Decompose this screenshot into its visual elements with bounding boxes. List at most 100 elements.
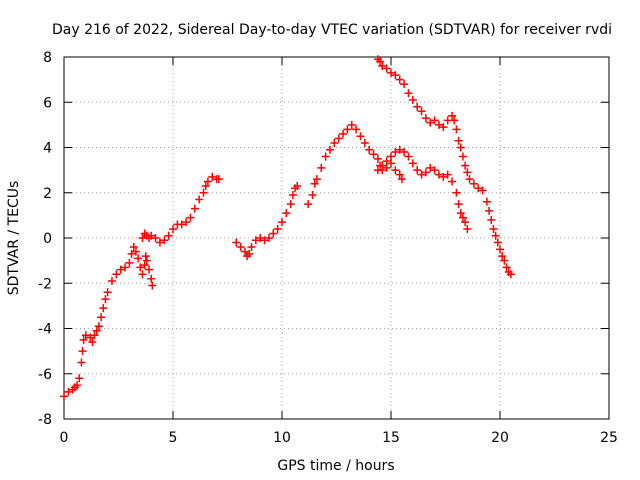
data-point-marker [286, 200, 295, 209]
data-point-marker [426, 163, 435, 172]
data-point-marker [334, 134, 343, 143]
data-point-marker [458, 213, 467, 222]
x-tick-label: 15 [382, 430, 400, 446]
data-point-marker [450, 116, 459, 125]
data-point-marker [356, 132, 365, 141]
data-point-marker [127, 249, 136, 258]
data-point-marker [264, 234, 273, 242]
data-point-marker [94, 322, 103, 331]
data-point-marker [147, 274, 156, 283]
y-tick-label: 2 [43, 186, 52, 202]
data-point-marker [293, 181, 302, 190]
data-point-marker [373, 166, 382, 175]
y-tick-label: -6 [38, 367, 52, 383]
data-series [373, 55, 515, 279]
data-point-marker [330, 138, 339, 147]
data-point-marker [360, 138, 369, 147]
data-point-marker [478, 186, 487, 195]
data-point-marker [493, 238, 502, 247]
data-point-marker [474, 184, 483, 193]
y-tick-label: -2 [38, 276, 52, 292]
data-point-marker [382, 163, 391, 172]
data-point-marker [112, 270, 121, 279]
data-point-marker [142, 256, 151, 265]
data-point-marker [485, 206, 494, 215]
data-point-marker [496, 245, 504, 254]
data-point-marker [107, 276, 116, 285]
data-point-marker [164, 231, 173, 240]
y-tick-label: 4 [43, 141, 52, 157]
data-point-marker [245, 249, 254, 258]
data-point-marker [147, 231, 156, 240]
data-point-marker [434, 170, 443, 179]
data-series [60, 172, 223, 401]
data-point-marker [404, 89, 413, 98]
data-point-marker [339, 129, 348, 138]
data-point-marker [430, 166, 439, 175]
data-point-marker [160, 236, 169, 245]
data-point-marker [408, 159, 417, 168]
data-point-marker [182, 218, 191, 227]
data-point-marker [288, 191, 297, 200]
x-tick-label: 20 [491, 430, 509, 446]
data-point-marker [500, 256, 509, 265]
data-point-marker [343, 125, 352, 134]
data-point-marker [177, 220, 186, 229]
data-point-marker [251, 236, 260, 245]
data-point-marker [125, 258, 134, 267]
data-point-marker [208, 172, 217, 181]
data-point-marker [365, 145, 374, 154]
data-point-marker [487, 215, 496, 224]
data-point-marker [121, 263, 130, 272]
x-tick-label: 25 [600, 430, 618, 446]
y-tick-label: 6 [43, 95, 52, 111]
x-axis-label: GPS time / hours [277, 458, 394, 474]
data-point-marker [86, 333, 95, 342]
data-point-marker [312, 175, 321, 184]
data-point-marker [203, 177, 212, 186]
data-point-marker [369, 150, 378, 159]
data-point-marker [391, 148, 400, 157]
data-series [232, 181, 302, 261]
data-point-marker [502, 263, 511, 272]
data-point-marker [116, 265, 125, 274]
data-point-marker [347, 120, 356, 129]
data-point-marker [78, 347, 87, 356]
y-tick-label: -8 [38, 412, 52, 428]
data-point-marker [141, 252, 150, 261]
data-point-marker [395, 170, 404, 179]
data-point-marker [463, 168, 472, 177]
data-point-marker [64, 387, 73, 396]
data-point-marker [134, 254, 143, 263]
data-point-marker [304, 200, 313, 209]
data-point-marker [391, 71, 400, 80]
data-point-marker [151, 234, 160, 242]
data-point-marker [408, 95, 417, 104]
data-point-marker [97, 313, 106, 322]
y-tick-label: 0 [43, 231, 52, 247]
data-point-marker [77, 358, 86, 367]
y-tick-label: 8 [43, 50, 52, 66]
data-point-marker [395, 145, 404, 154]
data-point-marker [103, 288, 112, 297]
data-point-marker [73, 381, 82, 390]
data-point-marker [454, 136, 463, 145]
y-axis-label: SDTVAR / TECUs [6, 181, 22, 296]
data-point-marker [498, 252, 507, 261]
x-tick-label: 10 [273, 430, 291, 446]
data-point-marker [439, 172, 448, 181]
data-point-marker [456, 209, 465, 218]
data-point-marker [352, 125, 361, 134]
data-point-marker [214, 175, 223, 184]
data-points [60, 55, 515, 401]
data-point-marker [99, 304, 108, 313]
data-point-marker [448, 177, 457, 186]
data-point-marker [201, 181, 210, 190]
data-point-marker [269, 229, 278, 238]
data-point-marker [317, 163, 326, 172]
data-point-marker [421, 114, 430, 123]
axis-ticks [63, 56, 610, 420]
data-point-marker [273, 224, 282, 233]
data-point-marker [186, 213, 195, 222]
data-point-marker [140, 261, 149, 270]
